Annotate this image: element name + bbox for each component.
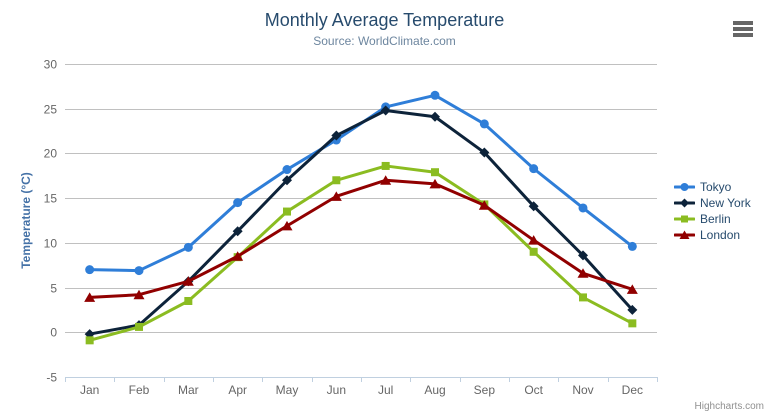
point-london-may[interactable] [281,220,293,231]
point-tokyo-feb[interactable] [134,266,144,276]
point-berlin-jan[interactable] [85,336,94,345]
point-london-mar[interactable] [182,276,194,286]
point-london-sep[interactable] [478,200,490,210]
chart-context-menu-button[interactable] [733,21,753,37]
point-london-nov[interactable] [577,268,589,278]
chart-title: Monthly Average Temperature [264,10,505,30]
new-york-legend-marker-icon [674,198,695,208]
point-london-feb[interactable] [133,289,145,300]
y-axis-tick-label: 25 [44,103,58,117]
chart-subtitle: Source: WorldClimate.com [313,34,456,48]
series-london-line[interactable] [88,178,634,299]
y-axis-title: Temperature (°C) [19,172,33,269]
y-axis-tick-label: 20 [44,147,58,161]
credits-link[interactable]: Highcharts.com [694,401,764,412]
point-tokyo-dec[interactable] [627,241,637,251]
point-tokyo-mar[interactable] [183,242,193,252]
y-axis-tick-label: 0 [50,326,57,340]
point-new-york-dec[interactable] [627,304,638,315]
x-axis-tick-label: Sep [474,383,496,397]
point-new-york-sep[interactable] [479,147,490,158]
point-berlin-aug[interactable] [431,168,439,177]
london-legend-marker-icon [674,230,695,239]
point-london-jan[interactable] [84,292,96,302]
point-london-oct[interactable] [528,235,540,245]
hamburger-menu-icon [733,21,753,37]
point-berlin-dec[interactable] [628,319,637,328]
y-axis-tick-label: 5 [50,282,57,296]
point-tokyo-apr[interactable] [233,198,243,208]
point-new-york-may[interactable] [282,175,292,186]
x-axis-tick-label: Nov [572,383,593,397]
point-london-jun[interactable] [330,191,342,201]
point-berlin-jun[interactable] [332,176,341,185]
y-axis-tick-label: 15 [44,192,58,206]
legend-item-label: Berlin [700,212,731,226]
point-tokyo-jan[interactable] [85,265,95,275]
y-axis-tick-label: -5 [46,371,57,385]
series-new-york-line[interactable] [88,109,634,336]
x-axis-tick-label: Feb [129,383,150,397]
point-berlin-may[interactable] [283,207,291,216]
x-axis-tick-label: Jul [378,383,393,397]
berlin-legend-marker-icon [674,215,695,223]
x-axis-tick-label: Apr [228,383,247,397]
point-new-york-jun[interactable] [331,130,342,141]
x-axis-tick-label: Aug [424,383,445,397]
point-tokyo-aug[interactable] [430,90,440,100]
point-berlin-jul[interactable] [381,161,390,170]
point-london-dec[interactable] [626,284,638,294]
legend-item-new-york[interactable]: New York [674,195,751,211]
point-new-york-aug[interactable] [430,111,440,122]
legend-item-label: New York [700,196,751,210]
point-tokyo-may[interactable] [282,165,292,175]
legend-item-tokyo[interactable]: Tokyo [674,179,751,195]
legend-item-berlin[interactable]: Berlin [674,211,751,227]
legend-item-label: London [700,228,741,242]
y-axis-tick-label: 10 [44,237,58,251]
x-axis-tick-label: May [276,383,299,397]
point-new-york-nov[interactable] [578,250,588,261]
series-berlin-line[interactable] [88,164,634,342]
x-axis-tick-label: Mar [178,383,199,397]
point-tokyo-nov[interactable] [578,203,588,213]
y-axis-tick-label: 30 [44,58,58,72]
point-london-jul[interactable] [380,175,392,185]
point-berlin-feb[interactable] [135,322,143,331]
legend-item-label: Tokyo [700,180,732,194]
point-london-aug[interactable] [429,178,441,189]
point-london-apr[interactable] [232,251,244,261]
x-axis-tick-label: Jan [80,383,99,397]
x-axis-tick-label: Oct [524,383,543,397]
point-berlin-nov[interactable] [579,293,587,302]
point-new-york-jul[interactable] [380,105,391,116]
x-axis-tick-label: Dec [622,383,643,397]
x-axis-tick-label: Jun [327,383,346,397]
point-tokyo-oct[interactable] [529,164,539,174]
point-berlin-mar[interactable] [184,296,193,305]
point-new-york-apr[interactable] [232,226,243,237]
legend: Tokyo New York Berlin London [674,179,751,243]
point-new-york-oct[interactable] [528,201,539,212]
tokyo-legend-marker-icon [674,183,695,191]
legend-item-london[interactable]: London [674,227,751,243]
point-berlin-oct[interactable] [529,247,538,256]
point-tokyo-sep[interactable] [479,119,489,129]
